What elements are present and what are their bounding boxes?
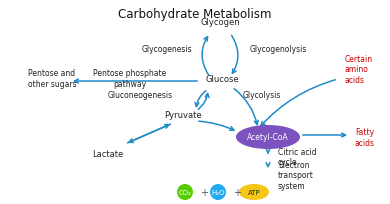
Circle shape (177, 184, 193, 200)
Text: Glycogen: Glycogen (200, 18, 240, 27)
Text: Pyruvate: Pyruvate (164, 111, 202, 120)
Circle shape (210, 184, 226, 200)
Text: Electron
transport
system: Electron transport system (278, 160, 314, 190)
Text: Carbohydrate Metabolism: Carbohydrate Metabolism (118, 8, 272, 21)
Ellipse shape (236, 125, 300, 149)
Text: Lactate: Lactate (92, 149, 124, 158)
Text: CO₂: CO₂ (179, 189, 191, 195)
Text: Citric acid
cycle: Citric acid cycle (278, 147, 317, 167)
Text: Certain
amino
acids: Certain amino acids (345, 55, 373, 84)
Text: Glycogenolysis: Glycogenolysis (250, 45, 307, 54)
Text: Glucose: Glucose (205, 75, 239, 84)
Text: Fatty
acids: Fatty acids (355, 128, 375, 147)
Text: Glycolysis: Glycolysis (243, 91, 281, 100)
Text: +: + (200, 187, 208, 197)
Text: Gluconeogenesis: Gluconeogenesis (108, 91, 173, 100)
Text: +: + (233, 187, 241, 197)
Text: ATP: ATP (248, 189, 260, 195)
Ellipse shape (239, 184, 269, 200)
Text: Pentose phosphate
pathway: Pentose phosphate pathway (93, 69, 167, 88)
Text: Pentose and
other sugars: Pentose and other sugars (28, 69, 76, 88)
Text: Acetyl-CoA: Acetyl-CoA (247, 133, 289, 142)
Text: H₂O: H₂O (211, 189, 225, 195)
Text: Glycogenesis: Glycogenesis (141, 45, 192, 54)
